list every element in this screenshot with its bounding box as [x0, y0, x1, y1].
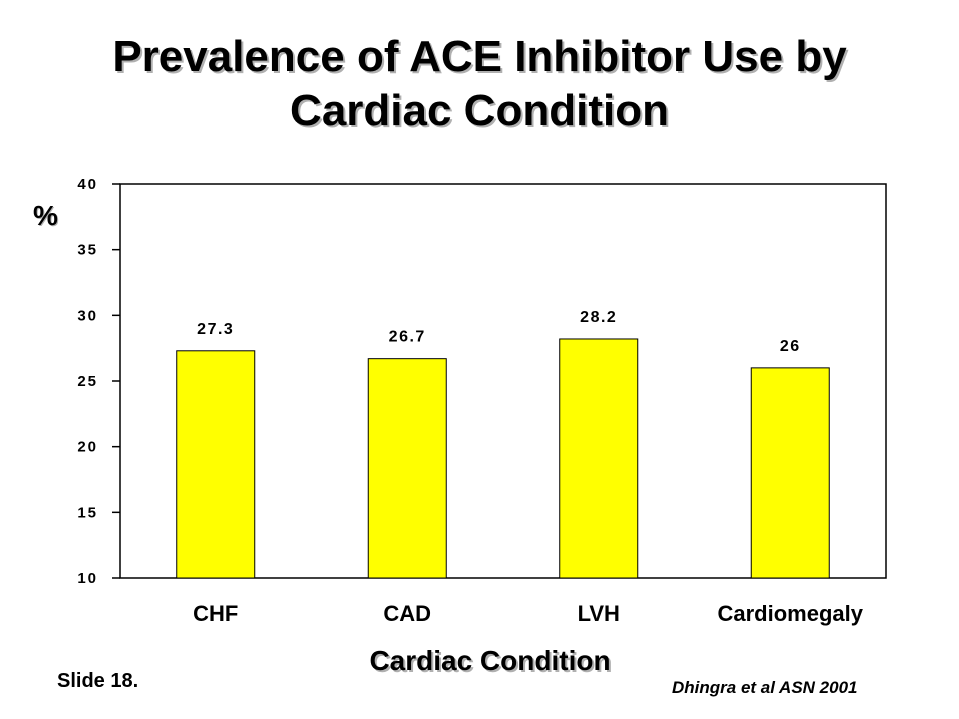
y-tick-label-0: 10	[77, 570, 98, 587]
x-tick-label-cardiomegaly: Cardiomegaly	[718, 601, 864, 626]
y-tick-label-6: 40	[77, 176, 98, 193]
citation: Dhingra et al ASN 2001	[672, 678, 858, 697]
x-axis-label: Cardiac Condition	[369, 645, 611, 676]
chart-title: Prevalence of ACE Inhibitor Use by Cardi…	[0, 30, 959, 138]
plot-area: 10 15 20 25 30 35 40 27.3 CHF 26.7 CAD 28.2 LVH 26 Car…	[77, 176, 887, 626]
y-axis-label: %	[33, 200, 58, 231]
data-label-cardiomegaly: 26	[780, 338, 801, 355]
slide-number: Slide 18.	[57, 670, 139, 692]
data-label-chf: 27.3	[197, 321, 234, 338]
y-tick-label-1: 15	[77, 504, 98, 521]
y-tick-label-5: 35	[77, 242, 98, 259]
x-tick-label-cad: CAD	[383, 601, 431, 626]
bar-chf	[176, 350, 256, 579]
y-tick-label-4: 30	[77, 307, 98, 324]
data-label-lvh: 28.2	[580, 309, 617, 326]
y-tick-label-2: 20	[77, 439, 98, 456]
chart-title-line-1: Prevalence of ACE Inhibitor Use by	[112, 32, 847, 81]
chart-title-line-2: Cardiac Condition	[290, 86, 669, 135]
x-tick-label-lvh: LVH	[578, 601, 620, 626]
bar-lvh	[559, 338, 639, 579]
bar-cad	[367, 358, 447, 579]
data-label-cad: 26.7	[389, 329, 426, 346]
y-tick-label-3: 25	[77, 373, 98, 390]
bar-cardiomegaly	[750, 367, 830, 579]
x-tick-label-chf: CHF	[193, 601, 238, 626]
